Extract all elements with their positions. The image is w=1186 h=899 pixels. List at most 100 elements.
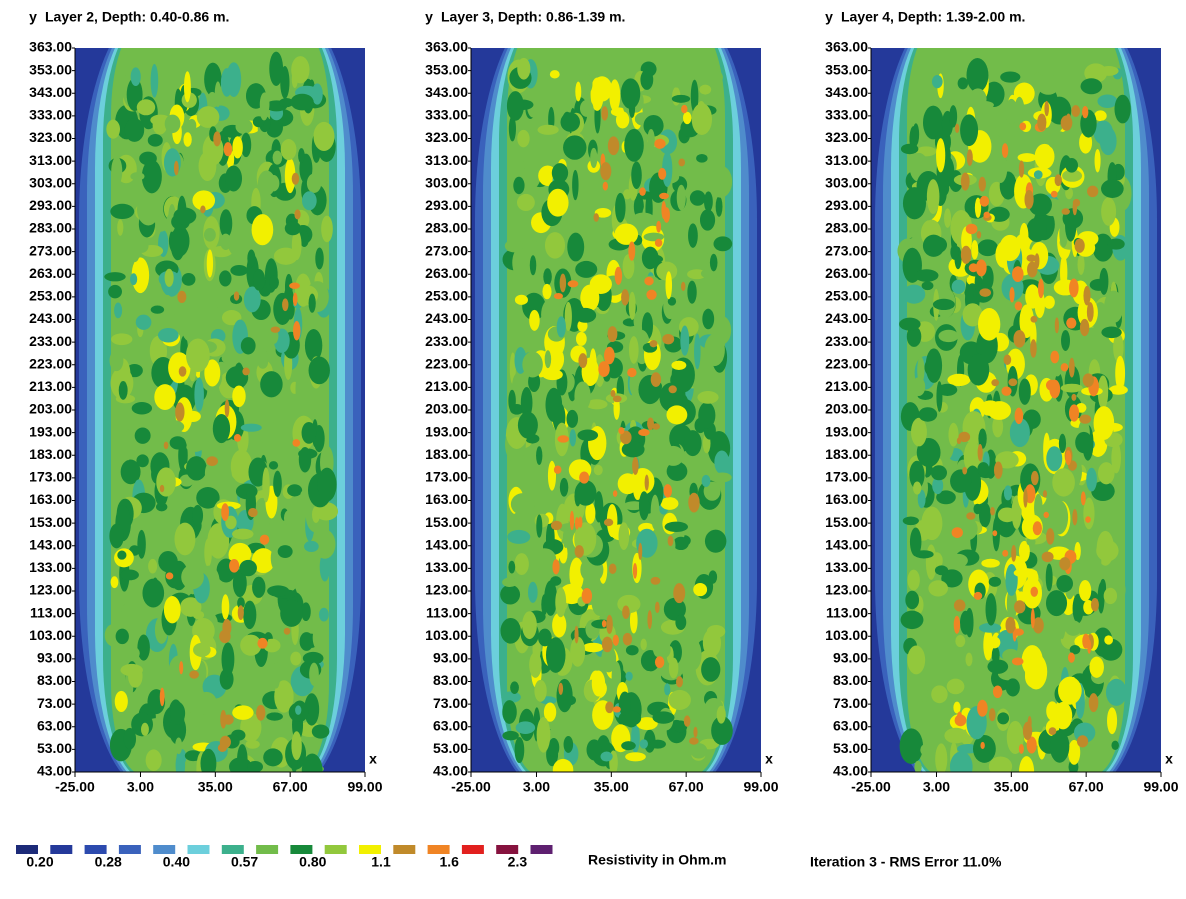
field-blob xyxy=(921,628,942,648)
field-hot xyxy=(992,685,1003,699)
field-hot xyxy=(292,439,301,447)
field-blob xyxy=(220,233,232,251)
field-blob xyxy=(300,490,307,501)
field-blob xyxy=(237,597,245,609)
x-tick-label: 67.00 xyxy=(273,779,308,795)
field-blob xyxy=(1003,485,1013,501)
field-blob xyxy=(675,614,687,631)
field-blob xyxy=(1009,417,1030,448)
field-hot xyxy=(654,601,660,614)
field-blob xyxy=(284,158,296,194)
field-hot xyxy=(1066,317,1077,329)
field-hot xyxy=(980,741,985,750)
field-blob xyxy=(667,296,677,306)
field-blob xyxy=(225,165,243,192)
field-blob xyxy=(1018,378,1031,405)
field-hot xyxy=(1043,511,1050,519)
x-tick-label: -25.00 xyxy=(851,779,891,795)
field-hot xyxy=(1059,557,1071,571)
field-blob xyxy=(263,748,283,767)
field-hot xyxy=(604,346,615,365)
field-blob xyxy=(231,674,247,706)
field-blob xyxy=(1103,587,1118,605)
y-tick-label: 83.00 xyxy=(37,672,72,688)
field-hot xyxy=(606,614,613,634)
y-tick-label: 263.00 xyxy=(29,265,72,281)
field-hot xyxy=(1071,105,1081,117)
field-blob xyxy=(1034,290,1045,318)
field-blob xyxy=(1053,363,1062,377)
field-blob xyxy=(704,191,713,213)
field-hot xyxy=(270,326,281,333)
field-hot xyxy=(966,512,976,520)
field-blob xyxy=(522,292,546,321)
field-blob xyxy=(641,246,659,270)
field-blob xyxy=(180,308,203,343)
field-blob xyxy=(979,400,1001,416)
y-tick-label: 333.00 xyxy=(425,107,468,123)
field-blob xyxy=(950,469,972,493)
field-blob xyxy=(280,65,290,99)
y-axis-label: y xyxy=(825,9,833,25)
field-blob xyxy=(291,230,302,261)
field-blob xyxy=(965,652,973,667)
field-blob xyxy=(1099,267,1109,295)
field-hot xyxy=(1024,190,1034,209)
field-hot xyxy=(173,160,179,176)
field-hot xyxy=(600,162,612,181)
field-hot xyxy=(569,510,575,531)
y-tick-label: 223.00 xyxy=(425,355,468,371)
field-blob xyxy=(621,741,636,751)
field-blob xyxy=(232,136,243,159)
field-blob xyxy=(152,115,168,135)
y-tick-label: 353.00 xyxy=(825,61,868,77)
field-blob xyxy=(920,744,931,756)
field-blob xyxy=(590,77,604,111)
field-blob xyxy=(221,351,241,365)
field-blob xyxy=(910,417,927,447)
field-blob xyxy=(569,429,577,447)
field-blob xyxy=(164,114,181,134)
field-hot xyxy=(632,562,638,579)
field-blob xyxy=(563,735,574,753)
field-hot xyxy=(605,701,614,714)
field-blob xyxy=(925,348,943,383)
field-hot xyxy=(1090,598,1099,612)
y-tick-label: 43.00 xyxy=(37,763,72,779)
field-blob xyxy=(1033,170,1043,180)
field-blob xyxy=(969,88,987,110)
field-blob xyxy=(1018,540,1030,562)
field-blob xyxy=(239,559,257,577)
field-blob xyxy=(628,336,639,364)
field-blob xyxy=(615,192,626,223)
field-blob xyxy=(1086,467,1097,492)
field-blob xyxy=(914,550,934,559)
field xyxy=(871,48,1161,772)
x-axis-label: x xyxy=(369,751,377,767)
field-blob xyxy=(522,611,537,640)
field-hot xyxy=(1045,379,1057,391)
field-blob xyxy=(1101,197,1117,226)
field-blob xyxy=(181,564,204,590)
field-blob xyxy=(516,160,525,173)
field-blob xyxy=(290,93,314,111)
field-blob xyxy=(120,459,141,485)
field-blob xyxy=(221,594,230,620)
field-blob xyxy=(594,208,612,218)
field-hot xyxy=(1082,373,1094,388)
field-blob xyxy=(1056,575,1073,593)
field-hot xyxy=(954,123,960,133)
field-blob xyxy=(914,760,922,772)
y-tick-label: 333.00 xyxy=(825,107,868,123)
field-blob xyxy=(1075,431,1093,454)
field-blob xyxy=(985,593,997,626)
legend-title: Resistivity in Ohm.m xyxy=(588,852,726,868)
field-hot xyxy=(1012,266,1024,283)
field-blob xyxy=(542,369,563,381)
field-hot xyxy=(647,610,653,630)
field-blob xyxy=(930,465,948,481)
field-blob xyxy=(179,597,202,617)
field-blob xyxy=(1099,127,1117,156)
field-blob xyxy=(304,693,320,726)
field-blob xyxy=(267,585,290,597)
